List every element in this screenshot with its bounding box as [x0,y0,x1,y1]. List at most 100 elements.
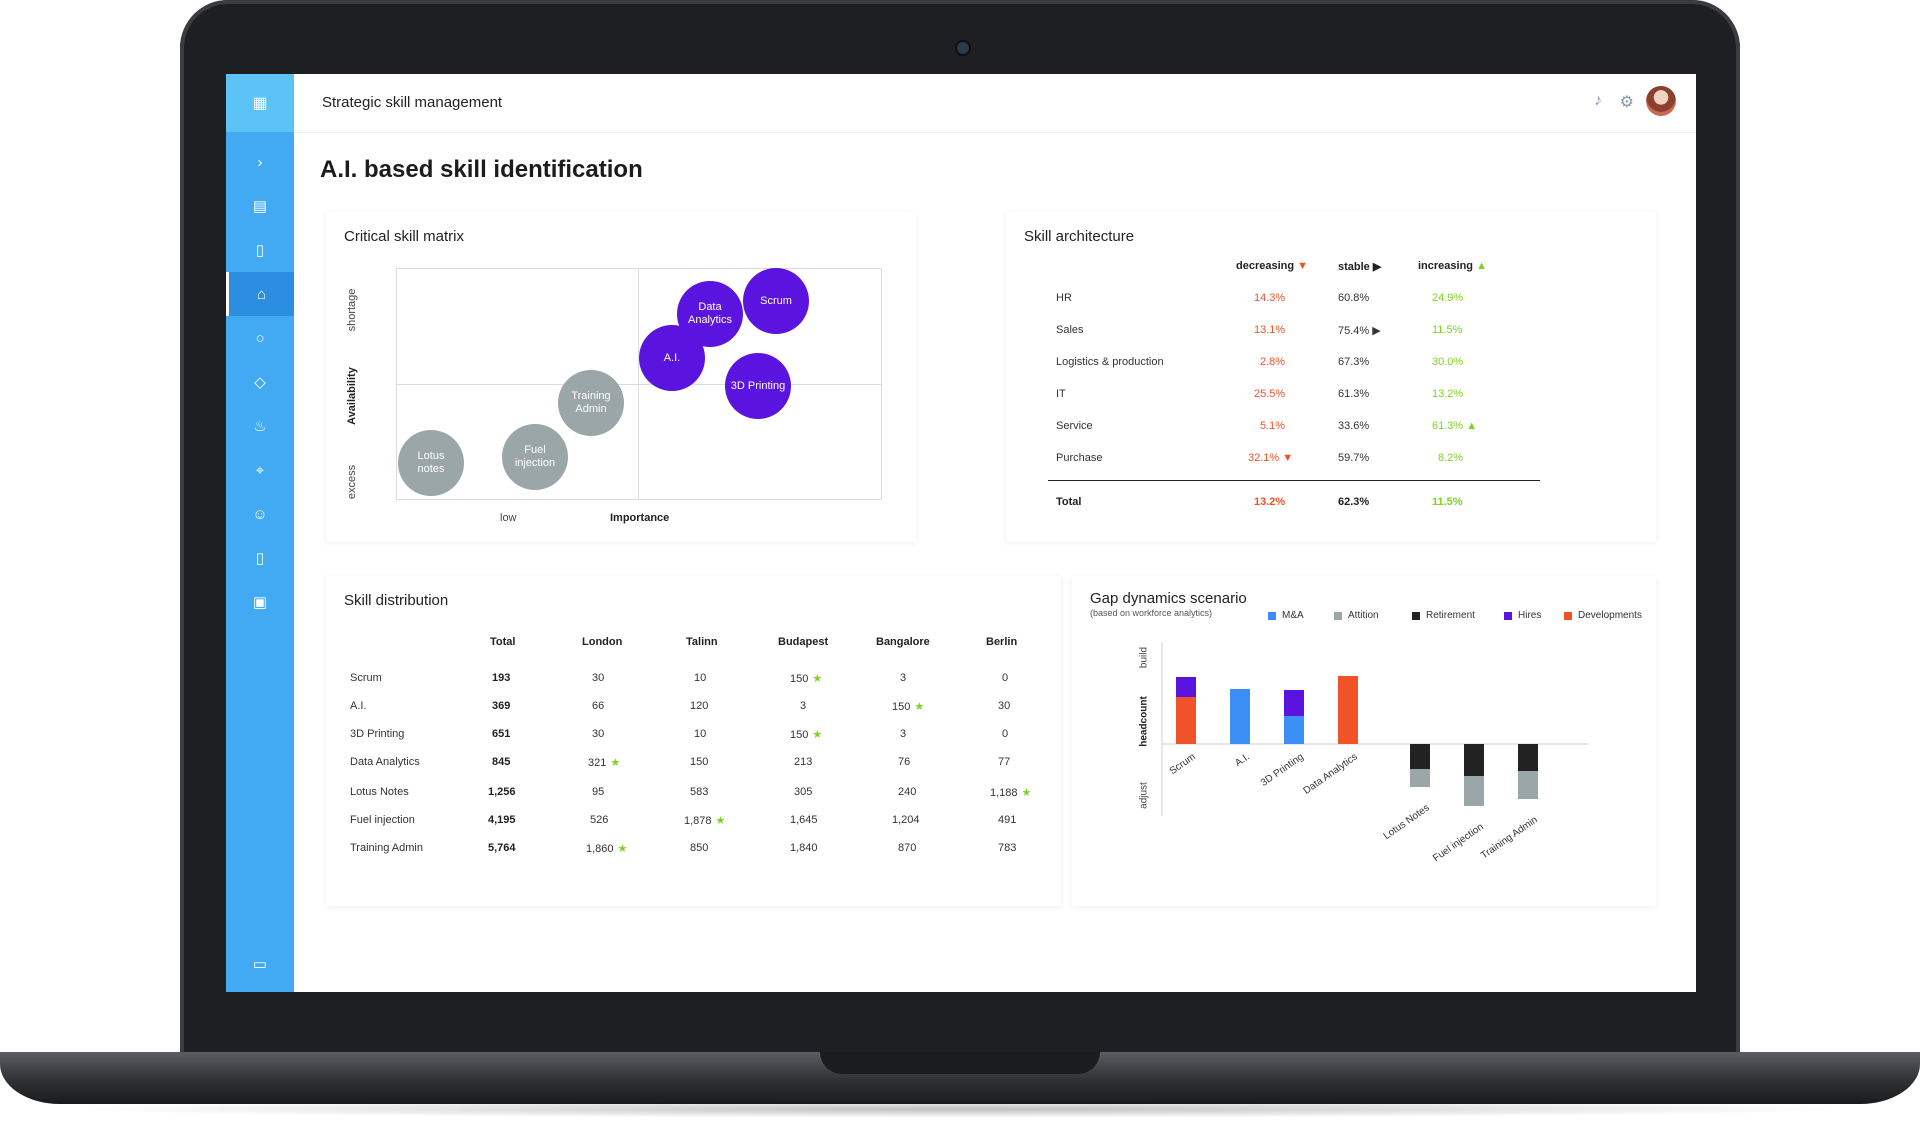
cell: 30 [592,672,605,684]
card-title: Gap dynamics scenario [1090,590,1247,607]
bookmark-icon[interactable]: ▯ [255,550,265,567]
row-label: Fuel injection [350,814,415,826]
x-label-low: low [500,512,517,524]
x-tick-label: 3D Printing [1259,751,1306,788]
bar-segment[interactable] [1284,716,1304,744]
star-icon: ★ [1021,787,1032,799]
up-arrow-icon: ▲ [1476,260,1487,272]
x-tick-label: A.I. [1233,751,1252,769]
bar-segment[interactable] [1518,744,1538,771]
bubble-lotus-notes[interactable]: Lotus notes [398,430,464,496]
bubble-data-analytics[interactable]: Data Analytics [677,281,743,347]
cell: 1,878 ★ [684,815,726,827]
cell: 305 [794,786,813,798]
cell: 1,860 ★ [586,843,628,855]
inbox-icon[interactable]: ⌂ [226,272,294,316]
cell: 150 [690,756,709,768]
x-tick-label: Fuel injection [1431,821,1486,864]
bell-icon[interactable]: ♪ [1594,92,1602,109]
bubble-fuel-injection[interactable]: Fuel injection [502,424,568,490]
legend-swatch [1504,611,1512,620]
location-icon[interactable]: ⌖ [255,461,265,479]
bubble-training-admin[interactable]: Training Admin [558,370,624,436]
cell: 3 [900,728,907,740]
bar-segment[interactable] [1284,690,1304,716]
clipboard-icon[interactable]: ▯ [255,242,265,259]
bubble-scrum[interactable]: Scrum [743,268,809,334]
cell-decreasing: 5.1% [1260,420,1286,432]
legend-item: Attition [1334,610,1379,621]
row-label: A.I. [350,700,367,712]
chevron-right-icon[interactable]: › [257,153,263,171]
cell-increasing: 8.2% [1438,452,1464,464]
cell-stable: 60.8% [1338,292,1370,304]
star-icon: ★ [812,729,823,741]
star-icon: ★ [812,673,823,685]
bubble-ai[interactable]: A.I. [639,325,705,391]
table-icon[interactable]: ▤ [252,198,268,215]
apps-grid-icon[interactable]: ▦ [226,74,294,132]
cell-decreasing: 14.3% [1254,292,1286,304]
cell: 1,645 [790,814,818,826]
col-header: Talinn [686,636,718,648]
legend-item: Developments [1564,610,1642,621]
cell-increasing: 61.3% ▲ [1432,420,1478,432]
right-arrow-icon: ▶ [1372,325,1381,337]
row-label: HR [1056,292,1072,304]
laptop-shadow [60,1100,1860,1118]
fire-icon[interactable]: ♨ [253,418,267,435]
row-label: Purchase [1056,452,1103,464]
bar-segment[interactable] [1176,697,1196,744]
card-title: Skill distribution [344,592,449,609]
briefcase-icon[interactable]: ▣ [252,594,268,611]
laptop-icon[interactable]: ▭ [252,956,268,973]
cell: 95 [592,786,605,798]
sidebar: ▦ › ▤ ▯ ⌂ ○ ◇ ♨ ⌖ ☺ ▯ ▣ ▭ [226,74,294,992]
cell: 30 [998,700,1011,712]
cell: 321 ★ [588,757,621,769]
app-title: Strategic skill management [322,94,503,111]
bar-segment[interactable] [1176,677,1196,697]
x-tick-label: Lotus Notes [1382,802,1432,842]
cell: 369 [492,700,511,712]
bar-segment[interactable] [1518,771,1538,799]
bar-segment[interactable] [1338,676,1358,744]
gear-icon[interactable]: ⚙ [1619,94,1634,111]
cell: 0 [1002,672,1009,684]
star-icon: ★ [715,815,726,827]
cell: 150 ★ [892,701,925,713]
col-header: Berlin [986,636,1018,648]
bubble-3d-printing[interactable]: 3D Printing [725,353,791,419]
bar-segment[interactable] [1464,744,1484,776]
x-tick-label: Training Admin [1479,814,1540,861]
cell-increasing: 13.2% [1432,388,1464,400]
cell-decreasing: 2.8% [1260,356,1286,368]
y-label-excess: excess [346,464,358,500]
y-label-headcount: headcount [1138,696,1150,747]
cell-stable: 33.6% [1338,420,1370,432]
bar-segment[interactable] [1410,769,1430,787]
row-label: Scrum [350,672,382,684]
cell: 583 [690,786,709,798]
bar-segment[interactable] [1464,776,1484,806]
user-icon[interactable]: ☺ [252,505,268,523]
avatar[interactable] [1646,86,1676,116]
cell: 30 [592,728,605,740]
chat-icon[interactable]: ○ [255,329,265,347]
row-label: Lotus Notes [350,786,409,798]
right-arrow-icon: ▶ [1372,261,1382,273]
laptop-notch [820,1052,1100,1074]
y-label-availability: Availability [346,367,358,425]
bar-segment[interactable] [1230,689,1250,744]
cell: 10 [694,672,707,684]
topbar: Strategic skill management ♪ ⚙ [294,74,1696,133]
row-label: Training Admin [350,842,423,854]
bar-segment[interactable] [1410,744,1430,769]
diamond-icon[interactable]: ◇ [254,374,266,391]
cell-stable: 62.3% [1338,496,1370,508]
col-decreasing: decreasing ▼ [1236,260,1309,272]
cell: 850 [690,842,709,854]
cell: 870 [898,842,917,854]
row-label: Data Analytics [350,756,420,768]
